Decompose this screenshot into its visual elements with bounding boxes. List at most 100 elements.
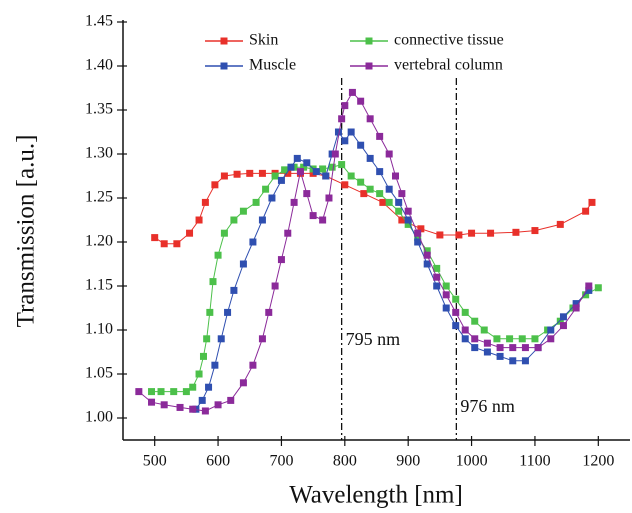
data-point — [395, 198, 403, 206]
data-point — [357, 178, 365, 186]
data-point — [160, 240, 168, 248]
legend-label: vertebral column — [394, 57, 503, 74]
data-point — [471, 344, 479, 352]
data-point — [347, 128, 355, 136]
data-point — [588, 198, 596, 206]
data-point — [325, 194, 333, 202]
data-point — [205, 383, 213, 391]
data-point — [186, 229, 194, 237]
data-point — [284, 229, 292, 237]
legend-marker — [220, 62, 228, 70]
data-point — [404, 220, 412, 228]
y-tick-label: 1.10 — [85, 321, 113, 338]
data-point — [547, 335, 555, 343]
series-line — [154, 172, 593, 245]
data-point — [271, 282, 279, 290]
data-point — [436, 231, 444, 239]
data-point — [360, 190, 368, 198]
data-point — [366, 154, 374, 162]
data-point — [271, 172, 279, 180]
data-point — [309, 212, 317, 220]
data-point — [206, 308, 214, 316]
legend-marker — [365, 37, 373, 45]
data-point — [198, 396, 206, 404]
data-point — [189, 383, 197, 391]
data-point — [379, 198, 387, 206]
data-point — [433, 264, 441, 272]
data-point — [262, 185, 270, 193]
data-point — [173, 240, 181, 248]
data-point — [414, 238, 422, 246]
legend-marker — [220, 37, 228, 45]
data-point — [239, 207, 247, 215]
data-point — [265, 308, 273, 316]
data-point — [414, 229, 422, 237]
data-point — [148, 398, 156, 406]
legend-label: Muscle — [249, 57, 296, 74]
data-point — [157, 388, 165, 396]
data-point — [341, 137, 349, 145]
data-point — [417, 225, 425, 233]
data-point — [452, 322, 460, 330]
data-point — [214, 401, 222, 409]
data-point — [531, 335, 539, 343]
data-point — [303, 159, 311, 167]
x-tick-label: 600 — [206, 453, 230, 470]
data-point — [347, 172, 355, 180]
data-point — [322, 172, 330, 180]
data-point — [341, 181, 349, 189]
y-tick-label: 1.30 — [85, 145, 113, 162]
data-point — [509, 357, 517, 365]
data-point — [461, 335, 469, 343]
data-point — [246, 169, 254, 177]
y-tick-label: 1.45 — [85, 13, 113, 30]
data-point — [328, 163, 336, 171]
data-point — [220, 172, 228, 180]
data-point — [547, 326, 555, 334]
data-point — [455, 231, 463, 239]
data-point — [392, 172, 400, 180]
data-point — [556, 220, 564, 228]
data-point — [252, 198, 260, 206]
data-point — [442, 282, 450, 290]
data-point — [199, 352, 207, 360]
y-tick-label: 1.05 — [85, 365, 113, 382]
data-point — [556, 317, 564, 325]
data-point — [376, 168, 384, 176]
data-point — [512, 228, 520, 236]
data-point — [461, 308, 469, 316]
data-point — [203, 335, 211, 343]
data-point — [284, 169, 292, 177]
data-point — [433, 282, 441, 290]
x-tick-label: 900 — [396, 453, 420, 470]
series-line — [138, 91, 590, 412]
x-tick-label: 700 — [269, 453, 293, 470]
data-point — [319, 216, 327, 224]
data-point — [404, 207, 412, 215]
data-point — [582, 207, 590, 215]
data-point — [496, 344, 504, 352]
data-point — [423, 247, 431, 255]
data-point — [433, 273, 441, 281]
data-point — [338, 115, 346, 123]
data-point — [357, 97, 365, 105]
data-point — [195, 370, 203, 378]
data-point — [258, 335, 266, 343]
data-point — [293, 154, 301, 162]
y-tick-label: 1.25 — [85, 189, 113, 206]
data-point — [209, 278, 217, 286]
data-point — [521, 344, 529, 352]
data-point — [296, 168, 304, 176]
data-point — [487, 229, 495, 237]
data-point — [211, 181, 219, 189]
data-point — [480, 326, 488, 334]
data-point — [287, 163, 295, 171]
data-point — [468, 229, 476, 237]
data-point — [483, 339, 491, 347]
data-point — [366, 185, 374, 193]
data-point — [300, 163, 308, 171]
data-point — [233, 170, 241, 178]
data-point — [331, 150, 339, 158]
data-point — [201, 407, 209, 415]
data-point — [230, 286, 238, 294]
